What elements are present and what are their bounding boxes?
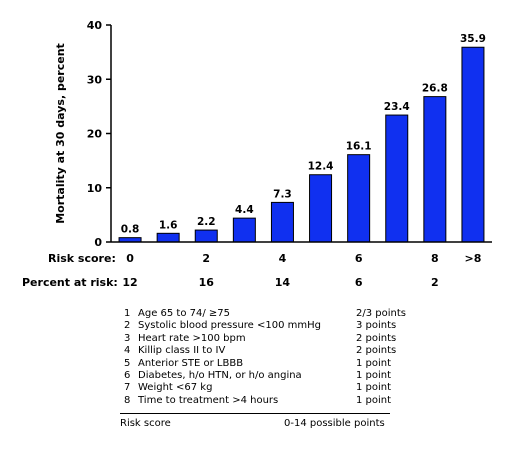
legend-item-text: Age 65 to 74/ ≥75: [138, 308, 231, 319]
data-label: 35.9: [460, 33, 486, 45]
data-label: 26.8: [422, 83, 448, 95]
data-label: 0.8: [121, 224, 140, 236]
footer-label: Risk score: [120, 418, 171, 429]
legend-footer: Risk score 0-14 possible points: [120, 418, 400, 430]
legend-item-points: 2 points: [356, 345, 397, 357]
bar: [194, 229, 218, 243]
legend-item-text: Time to treatment >4 hours: [138, 394, 279, 406]
bar: [347, 154, 371, 243]
risk-score-value: 2: [202, 252, 211, 265]
legend-item-points: 1 point: [356, 394, 392, 406]
y-axis-label: Mortality at 30 days, percent: [54, 43, 67, 224]
bar: [309, 174, 333, 243]
legend-item-text: Killip class II to IV: [138, 345, 226, 357]
bars: [118, 46, 485, 243]
y-tick-label: 30: [87, 73, 103, 86]
legend-item-text: Heart rate >100 bpm: [138, 332, 246, 344]
data-label: 1.6: [159, 219, 178, 231]
risk-score-label: Risk score:: [48, 252, 116, 265]
data-label: 23.4: [384, 101, 410, 113]
bar: [232, 217, 256, 243]
data-labels: 0.8 1.6 2.2 4.4 7.3 12.4 16.1 23.4 26.8 35.9: [121, 33, 486, 235]
footer-value: 0-14 possible points: [284, 418, 385, 429]
risk-score-value: 0: [126, 252, 134, 265]
legend-item-points: 1 point: [356, 382, 392, 394]
bar: [156, 232, 180, 243]
y-axis-ticks: 0 10 20 30 40: [87, 19, 111, 249]
y-tick-label: 0: [94, 236, 102, 249]
bar: [385, 114, 409, 243]
percent-at-risk-label: Percent at risk:: [22, 276, 118, 289]
data-label: 12.4: [308, 161, 334, 173]
bar-chart: 0 10 20 30 40 0.8 1.6 2.2 4.4 7.3 12.4 16.1 23.4 26.…: [54, 19, 492, 249]
risk-score-value: 6: [354, 252, 363, 265]
legend-item-text: Anterior STE or LBBB: [138, 357, 244, 369]
y-tick-label: 40: [87, 19, 103, 32]
legend-item-points: 2 points: [356, 332, 397, 344]
legend-item-points: 2/3 points: [356, 308, 406, 319]
percent-at-risk-value: 6: [354, 276, 363, 289]
bar: [461, 46, 485, 243]
bar: [270, 201, 294, 243]
risk-score-value: 4: [278, 252, 287, 265]
legend-item-text: Systolic blood pressure <100 mmHg: [138, 320, 322, 332]
legend-item-number: 1: [124, 308, 131, 319]
bar: [423, 96, 447, 243]
data-label: 4.4: [235, 204, 254, 216]
percent-at-risk-value: 14: [274, 276, 291, 289]
data-label: 7.3: [273, 188, 292, 200]
y-tick-label: 10: [87, 182, 103, 195]
percent-at-risk-value: 12: [122, 276, 138, 289]
risk-score-value: 8: [431, 252, 439, 265]
percent-at-risk-value: 2: [431, 276, 439, 289]
legend-item-text: Weight <67 kg: [138, 382, 213, 394]
y-tick-label: 20: [87, 128, 103, 141]
legend-item-points: 1 point: [356, 370, 392, 381]
legend-item-number: 2: [124, 320, 131, 332]
legend-item-number: 6: [124, 370, 131, 381]
data-label: 16.1: [346, 141, 372, 153]
data-label: 2.2: [197, 216, 216, 228]
legend-item-points: 3 points: [356, 320, 397, 332]
percent-at-risk-value: 16: [198, 276, 214, 289]
legend-divider: [120, 413, 390, 414]
legend-item-text: Diabetes, h/o HTN, or h/o angina: [138, 370, 302, 381]
legend-item-number: 5: [124, 357, 131, 369]
legend-item-points: 1 point: [356, 357, 392, 369]
legend-item-number: 7: [124, 382, 131, 394]
legend-item-number: 3: [124, 332, 131, 344]
risk-score-value: >8: [464, 252, 482, 265]
legend-item-number: 8: [124, 394, 131, 406]
legend-item-number: 4: [124, 345, 131, 357]
